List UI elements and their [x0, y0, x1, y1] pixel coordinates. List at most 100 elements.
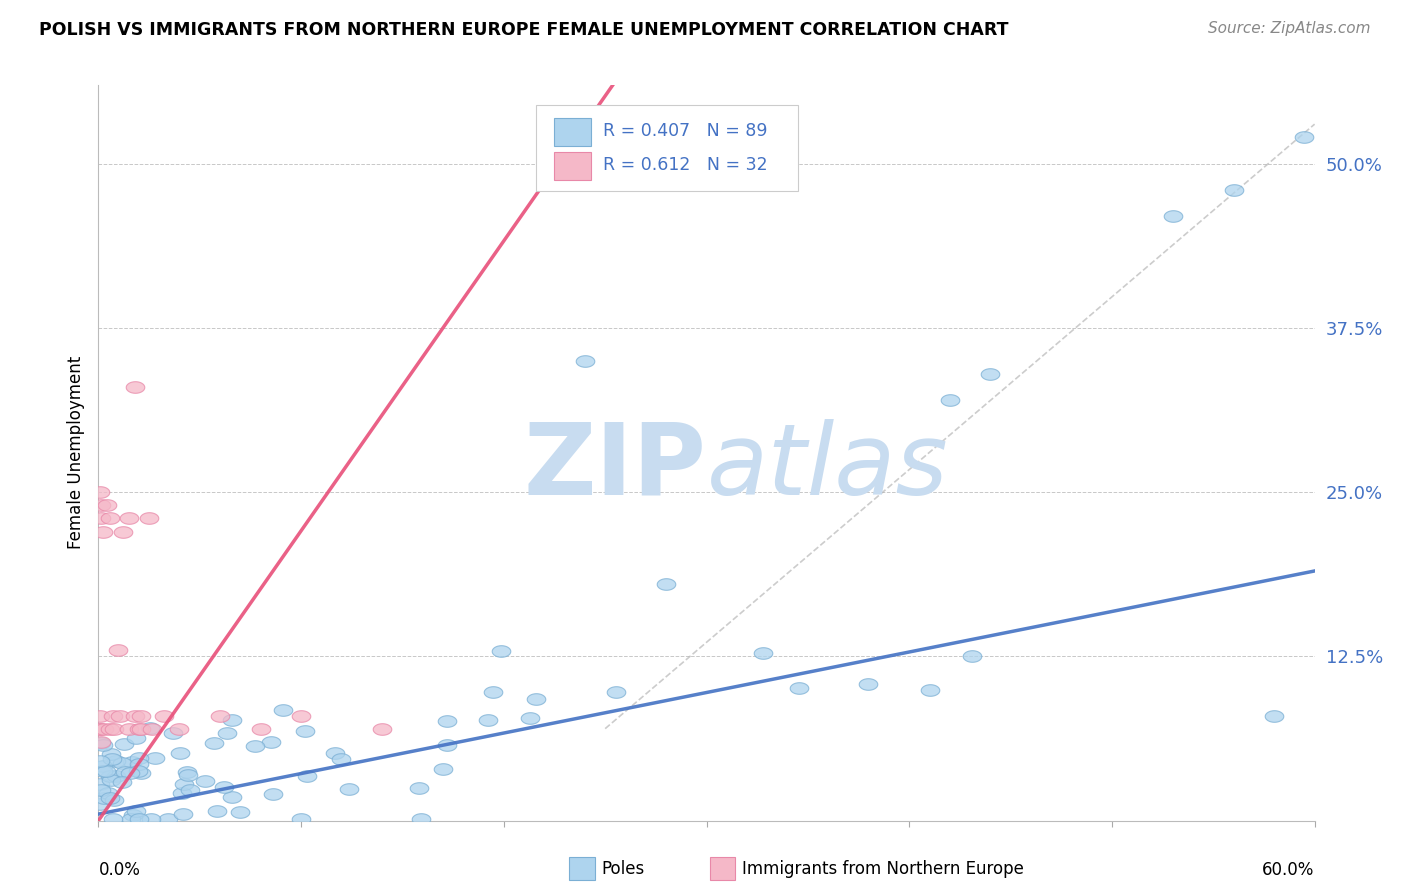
Text: 60.0%: 60.0%: [1263, 861, 1315, 880]
Point: [1294, 130, 1316, 145]
Point: [90, 498, 112, 512]
Point: [89, 722, 111, 736]
Point: [111, 756, 134, 771]
Point: [262, 787, 284, 801]
Point: [1161, 209, 1184, 223]
Point: [129, 708, 152, 723]
Point: [89, 777, 111, 791]
FancyBboxPatch shape: [536, 104, 797, 192]
Point: [221, 713, 243, 727]
Point: [330, 752, 353, 766]
Point: [918, 683, 941, 698]
Point: [121, 755, 143, 769]
Point: [122, 807, 145, 822]
Point: [103, 708, 125, 723]
Point: [100, 747, 122, 761]
Point: [323, 746, 346, 760]
Point: [101, 752, 124, 766]
Point: [98, 511, 121, 525]
Point: [118, 722, 141, 736]
Text: POLISH VS IMMIGRANTS FROM NORTHERN EUROPE FEMALE UNEMPLOYMENT CORRELATION CHART: POLISH VS IMMIGRANTS FROM NORTHERN EUROP…: [39, 21, 1010, 39]
Text: ZIP: ZIP: [523, 419, 707, 516]
Point: [259, 735, 281, 749]
Point: [215, 725, 238, 739]
Point: [96, 764, 118, 779]
Point: [489, 644, 512, 658]
Point: [752, 646, 775, 660]
Point: [371, 722, 394, 736]
Point: [524, 691, 547, 706]
Point: [205, 804, 228, 818]
Point: [574, 353, 596, 368]
Point: [482, 685, 505, 699]
Point: [337, 782, 360, 797]
Point: [172, 807, 194, 822]
Point: [209, 708, 232, 723]
Point: [179, 782, 201, 797]
Point: [129, 766, 152, 780]
Point: [157, 812, 180, 826]
Text: 0.0%: 0.0%: [98, 861, 141, 880]
Point: [118, 511, 141, 525]
Point: [90, 736, 112, 750]
Point: [89, 708, 111, 723]
Point: [90, 511, 112, 525]
Point: [143, 750, 166, 764]
Point: [128, 813, 150, 827]
Point: [212, 780, 235, 795]
Point: [120, 766, 142, 780]
Point: [107, 642, 129, 657]
Point: [173, 777, 195, 791]
Point: [139, 721, 162, 735]
Point: [979, 367, 1001, 381]
Point: [101, 813, 124, 827]
Text: Source: ZipAtlas.com: Source: ZipAtlas.com: [1208, 21, 1371, 37]
Point: [97, 786, 120, 800]
Point: [89, 722, 111, 736]
Point: [939, 393, 962, 408]
Point: [89, 754, 111, 768]
Point: [91, 739, 114, 753]
Point: [176, 765, 198, 780]
Point: [125, 804, 148, 818]
Point: [169, 747, 191, 761]
Point: [93, 764, 115, 779]
Text: Immigrants from Northern Europe: Immigrants from Northern Europe: [742, 860, 1024, 878]
Point: [290, 813, 312, 827]
Point: [90, 735, 112, 749]
Point: [124, 708, 146, 723]
Bar: [554, 152, 591, 179]
Point: [128, 757, 150, 772]
Point: [229, 805, 252, 820]
Point: [153, 708, 176, 723]
Point: [127, 764, 149, 778]
Point: [139, 813, 162, 827]
Point: [93, 722, 115, 736]
Point: [105, 754, 128, 768]
Point: [108, 708, 131, 723]
Point: [124, 380, 146, 394]
Point: [204, 736, 226, 750]
Text: R = 0.407   N = 89: R = 0.407 N = 89: [603, 122, 768, 140]
Point: [297, 769, 319, 783]
Y-axis label: Female Unemployment: Female Unemployment: [66, 356, 84, 549]
Point: [112, 737, 135, 751]
Point: [89, 797, 111, 811]
Point: [408, 781, 430, 796]
Point: [170, 786, 193, 800]
Point: [1263, 708, 1285, 723]
Text: Poles: Poles: [602, 860, 645, 878]
Point: [290, 708, 312, 723]
Point: [432, 762, 454, 776]
Point: [100, 769, 122, 783]
Point: [90, 782, 112, 797]
Point: [104, 769, 127, 783]
Point: [294, 724, 316, 739]
Point: [114, 764, 136, 779]
Point: [162, 726, 184, 740]
Point: [655, 577, 678, 591]
Point: [477, 713, 499, 727]
Point: [111, 774, 134, 789]
Point: [129, 722, 152, 736]
Bar: [554, 118, 591, 145]
